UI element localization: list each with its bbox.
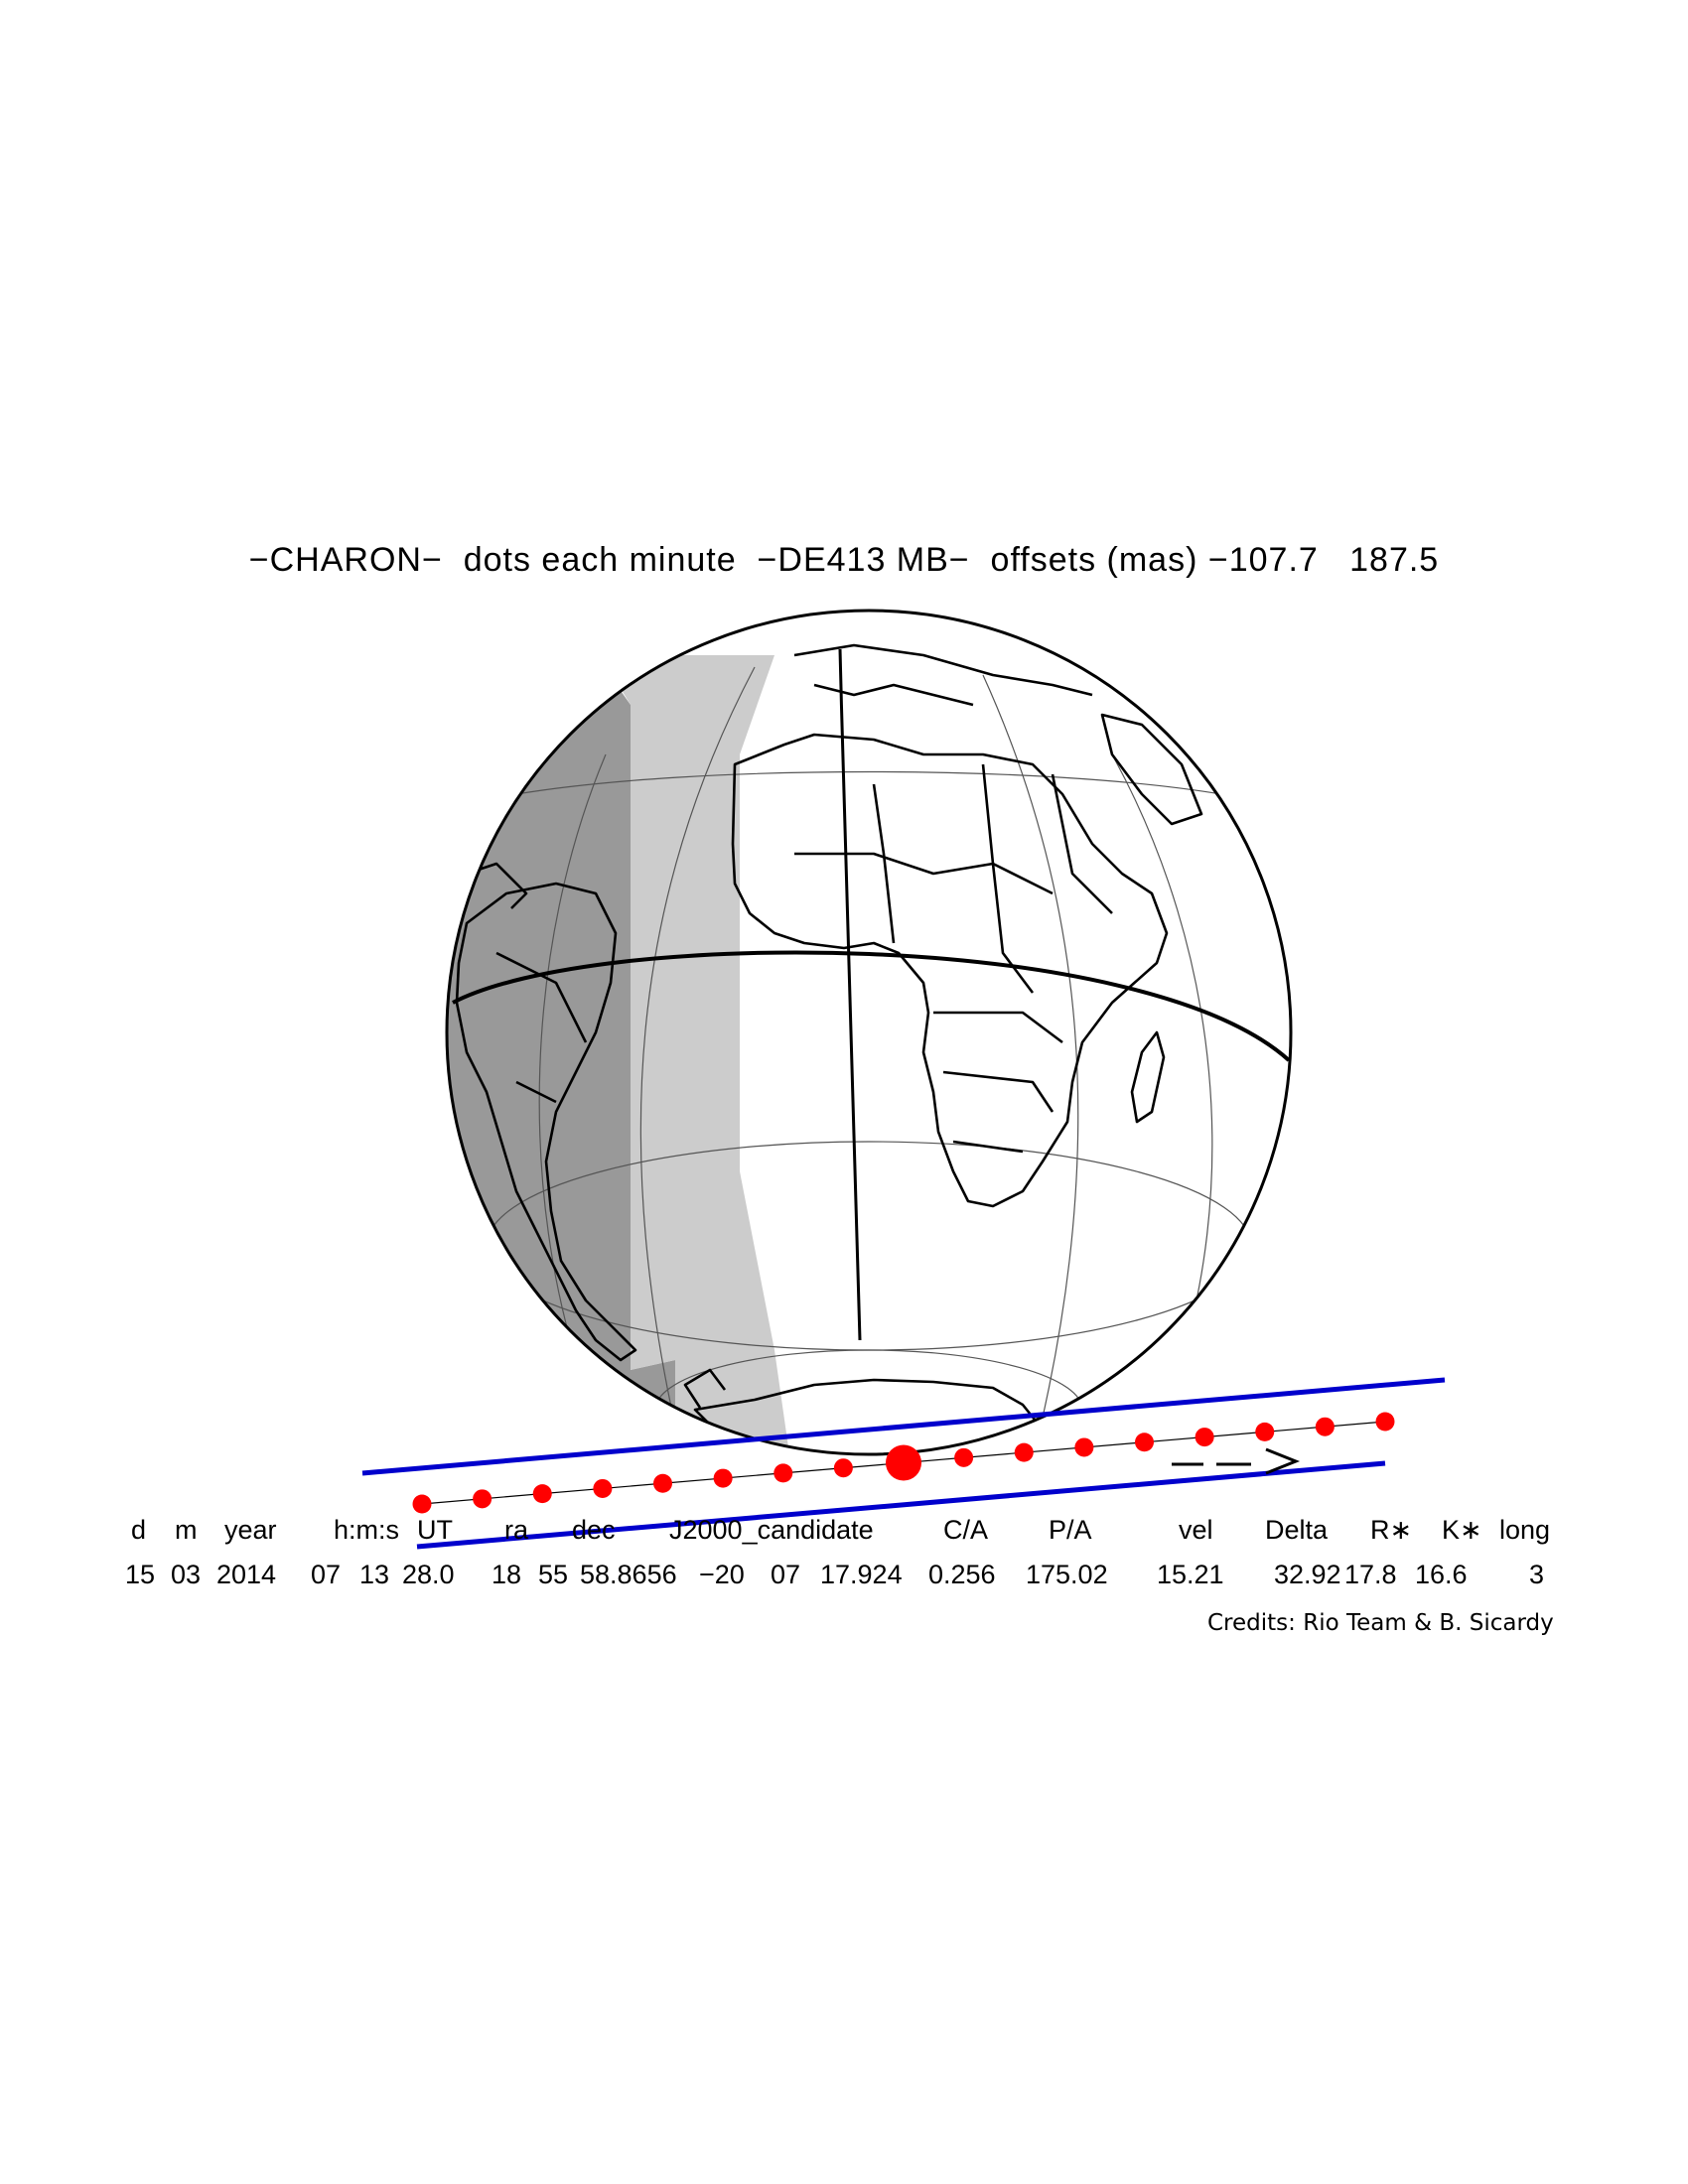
table-value-cell: 07 — [311, 1560, 342, 1589]
table-value-cell: 3 — [1529, 1560, 1545, 1589]
table-value-cell: 58.8656 — [580, 1560, 677, 1589]
chart-title: −CHARON− dots each minute −DE413 MB− off… — [248, 541, 1440, 579]
globe-outline — [445, 609, 1293, 1456]
table-value-cell: −20 — [699, 1560, 745, 1589]
twilight-band — [601, 655, 794, 1454]
direction-arrow — [1172, 1447, 1301, 1475]
path-dot — [1074, 1437, 1094, 1457]
path-dot — [1135, 1433, 1154, 1452]
table-value-cell: 28.0 — [402, 1560, 455, 1589]
table-header-cell: R∗ — [1370, 1515, 1413, 1545]
table-value-cell: 32.92 — [1274, 1560, 1341, 1589]
africa-outline — [731, 733, 1169, 1208]
south-america-outline — [455, 882, 637, 1362]
table-value-cell: 07 — [771, 1560, 801, 1589]
table-value-cell: 18 — [492, 1560, 522, 1589]
closest-approach-dot — [886, 1444, 921, 1481]
table-header-cell: dec — [572, 1515, 616, 1545]
credits-label: Credits: Rio Team & B. Sicardy — [1207, 1610, 1554, 1636]
table-header-cell: UT — [417, 1515, 453, 1545]
table-header-cell: h:m:s — [334, 1515, 400, 1545]
table-value-cell: 15 — [125, 1560, 156, 1589]
path-dot — [532, 1484, 552, 1504]
table-value-cell: 16.6 — [1415, 1560, 1468, 1589]
table-header-cell: C/A — [943, 1515, 989, 1545]
table-header-cell: K∗ — [1442, 1515, 1482, 1545]
table-value-cell: 15.21 — [1157, 1560, 1224, 1589]
path-dot — [473, 1489, 492, 1509]
table-value-cell: 03 — [171, 1560, 202, 1589]
path-dot — [593, 1478, 613, 1498]
table-value-cell: 175.02 — [1026, 1560, 1108, 1589]
table-value-cell: 17.8 — [1344, 1560, 1397, 1589]
table-header-cell: year — [224, 1515, 277, 1545]
table-value-cell: 0.256 — [928, 1560, 996, 1589]
path-dot — [774, 1463, 793, 1483]
table-header-cell: ra — [504, 1515, 529, 1545]
table-header-cell: long — [1499, 1515, 1551, 1545]
path-dot — [1315, 1417, 1335, 1436]
shadow-limit-north — [361, 1377, 1446, 1476]
path-dot — [653, 1473, 672, 1493]
table-header-cell: m — [175, 1515, 198, 1545]
central-meridian — [838, 648, 862, 1341]
table-value-cell: 2014 — [216, 1560, 277, 1589]
table-value-cell: 13 — [359, 1560, 390, 1589]
path-dot — [1014, 1442, 1034, 1462]
path-dot — [833, 1458, 853, 1478]
path-dot — [412, 1494, 432, 1514]
madagascar-outline — [1130, 1030, 1166, 1124]
table-header-cell: P/A — [1049, 1515, 1092, 1545]
table-header-cell: vel — [1179, 1515, 1213, 1545]
path-dots — [412, 1412, 1395, 1514]
table-header-cell: d — [131, 1515, 147, 1545]
shadow-limit-south — [416, 1460, 1386, 1550]
path-dot — [713, 1468, 733, 1488]
table-value-cell: 17.924 — [820, 1560, 903, 1589]
path-dot — [1375, 1412, 1395, 1432]
table-header-cell: J2000_candidate — [669, 1515, 874, 1545]
table-value-cell: 55 — [538, 1560, 569, 1589]
path-dot — [1255, 1422, 1275, 1441]
path-dot — [954, 1447, 974, 1467]
path-dot — [1195, 1428, 1214, 1447]
table-header-cell: Delta — [1265, 1515, 1329, 1545]
